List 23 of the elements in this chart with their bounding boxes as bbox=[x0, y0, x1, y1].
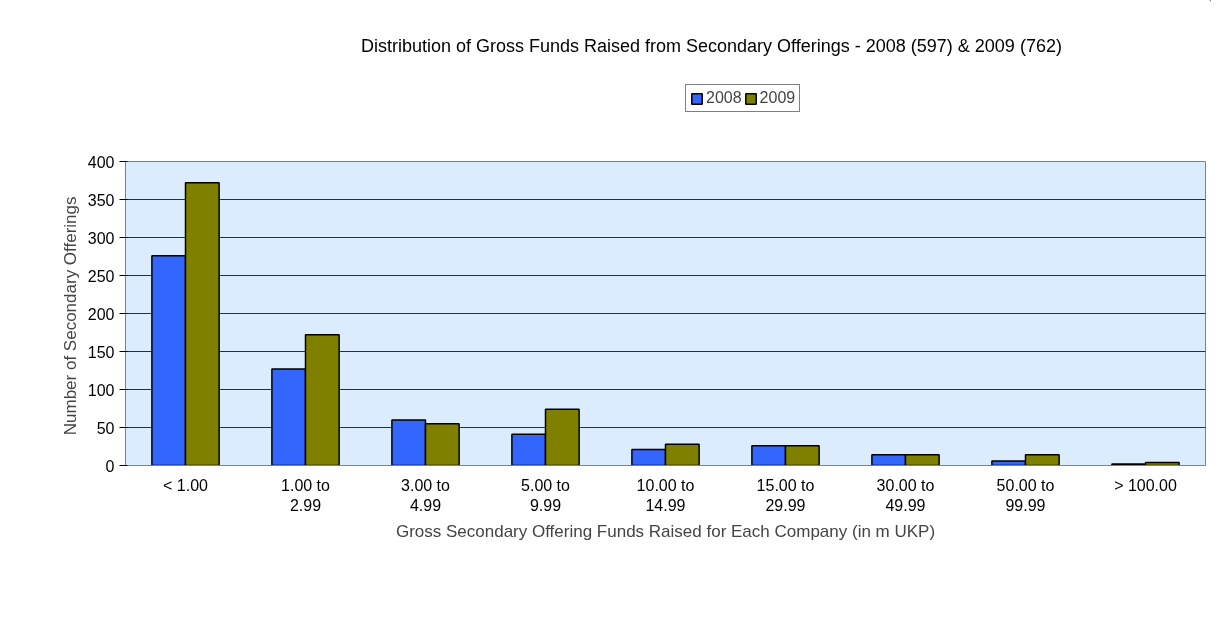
x-tick-label: 30.00 to 49.99 bbox=[876, 476, 935, 514]
x-tick-label: 15.00 to 29.99 bbox=[756, 476, 815, 514]
y-axis-title: Number of Secondary Offerings bbox=[60, 196, 80, 436]
y-tick-label: 350 bbox=[87, 191, 115, 209]
legend-label: 2008 bbox=[706, 89, 742, 107]
y-tick-label: 0 bbox=[105, 457, 115, 475]
y-tick-label: 150 bbox=[87, 343, 115, 361]
y-tick-label: 250 bbox=[87, 267, 115, 285]
x-tick-label: 50.00 to 99.99 bbox=[996, 476, 1055, 514]
x-tick-label: > 100.00 bbox=[1114, 476, 1177, 494]
chart-title: Distribution of Gross Funds Raised from Secondary Offerings - 2008 (597) & 2009 (762) bbox=[360, 36, 1062, 57]
legend-label: 2009 bbox=[759, 89, 796, 107]
y-tick-label: 200 bbox=[87, 305, 115, 323]
x-axis-title: Gross Secondary Offering Funds Raised for Each Company (in m UKP) bbox=[395, 521, 936, 541]
x-tick-label: 10.00 to 14.99 bbox=[636, 476, 695, 514]
x-tick-label: 1.00 to 2.99 bbox=[281, 476, 331, 514]
x-tick-label: 5.00 to 9.99 bbox=[521, 476, 571, 514]
y-tick-label: 400 bbox=[87, 153, 115, 171]
x-tick-label: 3.00 to 4.99 bbox=[401, 476, 451, 514]
y-tick-label: 300 bbox=[87, 229, 115, 247]
y-tick-label: 100 bbox=[87, 381, 115, 399]
y-tick-label: 50 bbox=[96, 419, 115, 437]
x-tick-label: < 1.00 bbox=[163, 476, 209, 494]
